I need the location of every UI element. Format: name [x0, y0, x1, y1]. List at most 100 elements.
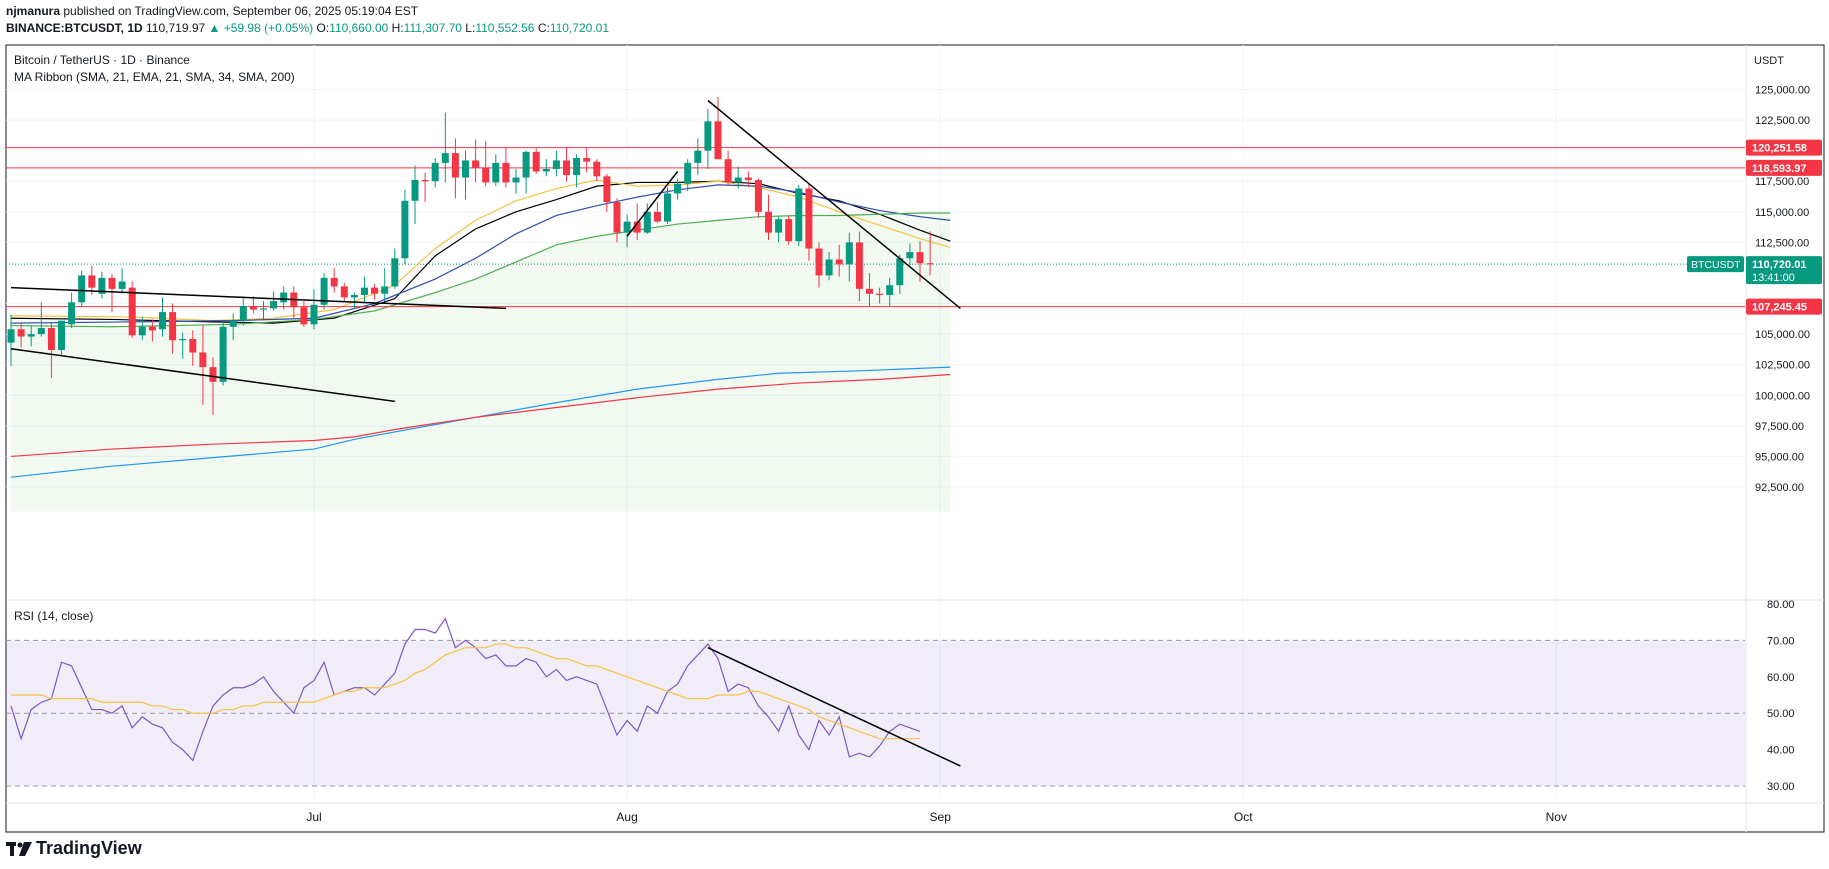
candle-body — [613, 202, 621, 233]
rsi-y-tick-label: 40.00 — [1767, 745, 1795, 757]
candle-body — [916, 252, 924, 264]
candle-body — [401, 200, 409, 259]
candle-body — [704, 121, 712, 151]
price-label: 118,593.97 — [1752, 163, 1806, 175]
candle-body — [684, 162, 692, 184]
symbol-label: BINANCE:BTCUSDT, 1D — [6, 21, 143, 35]
candle-body — [118, 281, 126, 289]
candle-body — [754, 180, 762, 212]
candle-body — [330, 277, 338, 287]
candle-body — [108, 277, 116, 289]
publisher-name[interactable]: njmanura — [6, 4, 61, 18]
tradingview-brand: TradingView — [36, 838, 142, 858]
candle-body — [906, 252, 914, 259]
x-tick-label: Sep — [930, 810, 952, 824]
candle-body — [260, 308, 267, 310]
close-value: 110,720.01 — [549, 21, 609, 35]
candle-body — [411, 180, 419, 201]
x-tick-label: Oct — [1234, 810, 1253, 824]
trend-line — [10, 348, 395, 403]
candle-body — [462, 160, 469, 178]
candle-body — [27, 334, 35, 337]
candle-body — [664, 193, 671, 222]
candle-body — [522, 151, 530, 178]
trend-line — [626, 170, 679, 237]
candle-body — [37, 328, 45, 335]
candle-body — [593, 161, 601, 177]
candle-body — [542, 169, 550, 172]
rsi-y-tick-label: 70.00 — [1767, 635, 1795, 647]
x-tick-label: Jul — [306, 810, 321, 824]
y-tick-label: 122,500.00 — [1755, 115, 1810, 127]
price-label-box — [1746, 139, 1822, 156]
rsi-y-tick-label: 60.00 — [1767, 672, 1795, 684]
rsi-y-tick-label: 80.00 — [1767, 599, 1795, 611]
rsi-series-0 — [10, 617, 921, 762]
candle-body — [128, 287, 136, 336]
candle-body — [876, 293, 884, 295]
candle-body — [58, 320, 65, 351]
y-tick-label: 97,500.00 — [1755, 421, 1804, 433]
candle-body — [795, 188, 803, 242]
indicator-legend: MA Ribbon (SMA, 21, EMA, 21, SMA, 34, SM… — [14, 70, 295, 84]
candle-body — [573, 157, 581, 176]
candle-body — [765, 211, 772, 233]
ma-line-0 — [10, 180, 951, 324]
ohlc-legend: BINANCE:BTCUSDT, 1D 110,719.97 ▲ +59.98 … — [6, 21, 609, 35]
candle-body — [209, 367, 217, 382]
candle-body — [320, 277, 328, 305]
candle-body — [653, 211, 661, 222]
published-text: published on TradingView.com, September … — [63, 4, 419, 18]
x-tick-label: Aug — [616, 810, 637, 824]
ma-ribbon-fill — [11, 213, 951, 512]
trend-line — [10, 286, 506, 310]
candle-body — [886, 285, 894, 295]
candle-body — [169, 312, 177, 341]
candle-body — [138, 326, 146, 336]
candle-body — [785, 219, 793, 242]
rsi-title: RSI (14, close) — [14, 609, 93, 623]
candle-body — [239, 305, 247, 321]
tradingview-logo[interactable]: TradingView — [6, 838, 142, 859]
candle-body — [896, 258, 904, 286]
publish-info: njmanura published on TradingView.com, S… — [6, 4, 418, 18]
candle-body — [583, 157, 591, 162]
candle-body — [249, 305, 257, 310]
candle-body — [744, 177, 752, 181]
candle-body — [199, 352, 207, 368]
candle-body — [835, 259, 843, 265]
candle-body — [492, 162, 500, 183]
price-label-box — [1746, 298, 1822, 315]
high-label: H: — [391, 21, 404, 35]
candle-body — [88, 275, 96, 288]
y-tick-label: 102,500.00 — [1755, 360, 1810, 372]
candle-body — [381, 286, 389, 294]
low-value: 110,552.56 — [475, 21, 535, 35]
y-tick-label: 95,000.00 — [1755, 451, 1804, 463]
candle-body — [734, 177, 742, 183]
candle-body — [350, 294, 358, 298]
candle-body — [310, 304, 318, 325]
tradingview-logo-icon — [6, 841, 32, 856]
price-label-box — [1746, 256, 1822, 285]
candle-body — [391, 258, 399, 287]
candle-body — [78, 275, 86, 303]
candle-body — [502, 162, 510, 183]
candle-body — [845, 242, 853, 265]
candle-body — [724, 159, 732, 183]
candle-body — [926, 263, 934, 265]
trend-line — [707, 99, 961, 310]
candle-body — [98, 277, 106, 294]
rsi-series-1 — [11, 643, 920, 740]
candle-body — [47, 328, 55, 351]
candle-body — [7, 329, 15, 343]
candle-body — [603, 176, 611, 203]
countdown-label: 13:41:00 — [1752, 272, 1795, 284]
candle-body — [451, 153, 459, 178]
candle-body — [482, 167, 490, 183]
candle-body — [552, 160, 560, 169]
candle-body — [815, 248, 823, 276]
open-label: O: — [316, 21, 330, 35]
candle-body — [441, 153, 449, 163]
